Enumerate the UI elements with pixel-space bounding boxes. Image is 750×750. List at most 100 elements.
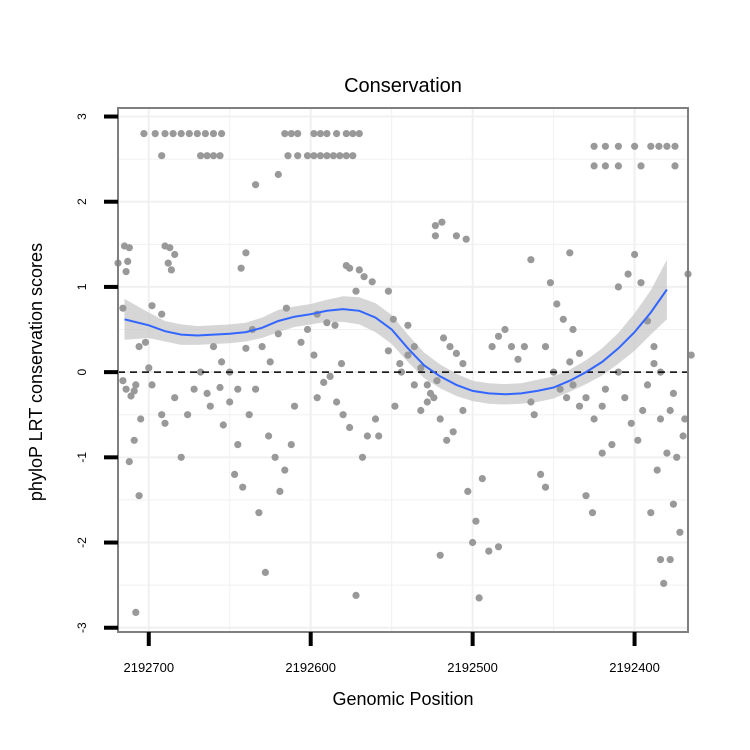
data-point xyxy=(431,232,439,240)
x-tick-label: 2192500 xyxy=(447,660,498,675)
data-point xyxy=(310,130,318,138)
data-point xyxy=(135,343,143,351)
data-point xyxy=(643,381,652,389)
data-point xyxy=(647,142,655,150)
data-point xyxy=(541,483,550,491)
data-point xyxy=(303,325,312,334)
data-point xyxy=(590,162,598,170)
data-point xyxy=(417,406,425,415)
data-point xyxy=(656,415,665,423)
data-point xyxy=(231,470,239,478)
data-point xyxy=(218,130,226,138)
data-point xyxy=(331,321,339,329)
data-point xyxy=(132,608,140,617)
data-point xyxy=(294,130,302,138)
data-point xyxy=(161,130,169,138)
data-point xyxy=(169,130,177,138)
data-point xyxy=(637,279,645,287)
data-point xyxy=(639,406,647,415)
data-point xyxy=(119,304,127,312)
data-point xyxy=(190,385,198,393)
data-point xyxy=(478,475,486,483)
data-point xyxy=(520,343,529,351)
data-point xyxy=(310,351,318,359)
smooth-trend-line xyxy=(124,288,668,396)
data-point xyxy=(621,394,629,402)
data-point xyxy=(281,130,289,138)
data-point xyxy=(352,591,360,600)
data-point xyxy=(219,421,227,429)
y-tick-label: -2 xyxy=(75,537,89,548)
data-point xyxy=(384,287,392,295)
data-point xyxy=(653,466,661,474)
data-point xyxy=(410,343,418,351)
x-tick-label: 2192700 xyxy=(123,660,174,675)
data-point xyxy=(397,368,405,376)
data-point xyxy=(323,319,331,327)
data-point xyxy=(197,152,205,160)
data-point xyxy=(472,517,480,525)
data-point xyxy=(158,411,166,419)
data-point xyxy=(313,394,321,402)
data-point xyxy=(575,349,584,357)
data-point xyxy=(360,273,368,281)
data-point xyxy=(673,453,681,461)
data-point xyxy=(679,432,687,440)
data-point xyxy=(287,130,295,138)
data-point xyxy=(556,385,564,393)
data-point xyxy=(452,232,460,240)
data-point xyxy=(371,415,380,423)
data-point xyxy=(433,377,441,385)
data-point xyxy=(391,402,399,410)
data-point xyxy=(349,130,357,138)
data-point xyxy=(226,398,234,406)
data-point xyxy=(333,398,341,406)
data-point xyxy=(368,278,376,286)
data-point xyxy=(363,432,371,440)
data-point xyxy=(234,441,242,449)
data-point xyxy=(614,142,623,150)
data-point xyxy=(666,406,674,415)
data-point xyxy=(647,509,655,517)
data-point xyxy=(614,162,623,170)
data-point xyxy=(252,385,260,393)
data-point xyxy=(158,310,166,318)
data-point xyxy=(166,244,174,252)
data-point xyxy=(569,325,577,334)
data-point xyxy=(494,543,503,551)
data-point xyxy=(627,419,635,427)
data-point xyxy=(687,351,695,359)
x-tick-label: 2192400 xyxy=(609,660,660,675)
data-point xyxy=(438,218,446,226)
data-point xyxy=(384,347,392,355)
data-point xyxy=(663,142,671,150)
data-point xyxy=(140,130,148,138)
data-point xyxy=(209,130,218,138)
data-point xyxy=(634,436,642,444)
x-tick-label: 2192600 xyxy=(285,660,336,675)
data-point xyxy=(333,130,341,138)
data-point xyxy=(276,487,284,495)
data-point xyxy=(352,287,360,295)
data-point xyxy=(355,130,363,138)
data-point xyxy=(389,315,397,323)
data-point xyxy=(239,483,247,491)
data-point xyxy=(316,130,324,138)
data-point xyxy=(171,394,179,402)
data-point xyxy=(459,406,467,415)
data-point xyxy=(566,358,574,366)
data-point xyxy=(637,162,645,170)
y-axis-label: phyloP LRT conservation scores xyxy=(26,243,46,501)
data-point xyxy=(303,152,312,160)
data-point xyxy=(125,458,133,466)
data-point xyxy=(660,579,668,588)
data-point xyxy=(669,500,678,508)
axes: -3 -2 -1 0 1 2 3 2192700 2192600 2192500 2192400 xyxy=(75,113,660,675)
data-point xyxy=(346,423,354,432)
data-point xyxy=(614,368,623,376)
data-point xyxy=(656,556,665,564)
data-point xyxy=(201,130,209,138)
data-point xyxy=(135,492,143,500)
data-point xyxy=(436,551,444,559)
